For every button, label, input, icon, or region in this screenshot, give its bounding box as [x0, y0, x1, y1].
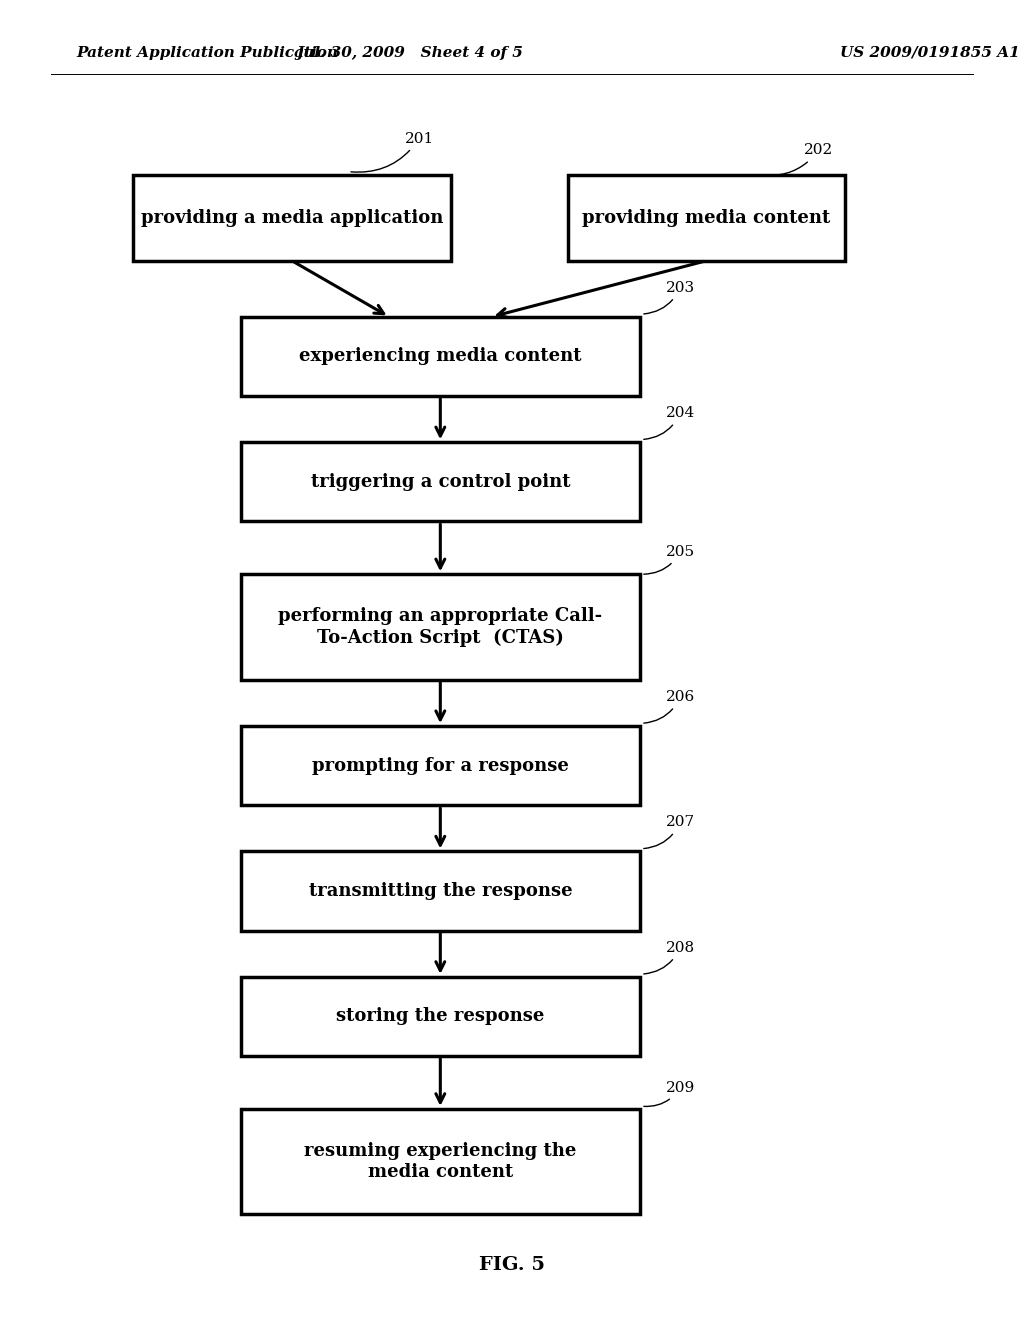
Bar [568, 176, 845, 261]
Bar [241, 977, 640, 1056]
Text: providing media content: providing media content [583, 209, 830, 227]
Text: experiencing media content: experiencing media content [299, 347, 582, 366]
Text: FIG. 5: FIG. 5 [479, 1255, 545, 1274]
Text: 207: 207 [644, 816, 694, 849]
Text: 206: 206 [644, 690, 695, 723]
Text: performing an appropriate Call-
To-Action Script  (CTAS): performing an appropriate Call- To-Actio… [279, 607, 602, 647]
Text: providing a media application: providing a media application [140, 209, 443, 227]
Bar [241, 442, 640, 521]
Text: 209: 209 [644, 1081, 695, 1106]
Text: transmitting the response: transmitting the response [308, 882, 572, 900]
Bar [241, 726, 640, 805]
Text: Patent Application Publication: Patent Application Publication [77, 46, 339, 59]
Text: 203: 203 [644, 281, 694, 314]
Text: 208: 208 [644, 941, 694, 974]
Text: Jul. 30, 2009   Sheet 4 of 5: Jul. 30, 2009 Sheet 4 of 5 [296, 46, 523, 59]
Bar [133, 176, 451, 261]
Text: prompting for a response: prompting for a response [312, 756, 568, 775]
Bar [241, 574, 640, 680]
Text: resuming experiencing the
media content: resuming experiencing the media content [304, 1142, 577, 1181]
Text: triggering a control point: triggering a control point [310, 473, 570, 491]
Text: 205: 205 [644, 545, 694, 574]
Text: 204: 204 [644, 407, 695, 440]
Text: storing the response: storing the response [336, 1007, 545, 1026]
Bar [241, 851, 640, 931]
Text: US 2009/0191855 A1: US 2009/0191855 A1 [840, 46, 1020, 59]
Text: 202: 202 [761, 144, 834, 176]
Text: 201: 201 [351, 132, 434, 172]
Bar [241, 317, 640, 396]
Bar [241, 1109, 640, 1214]
